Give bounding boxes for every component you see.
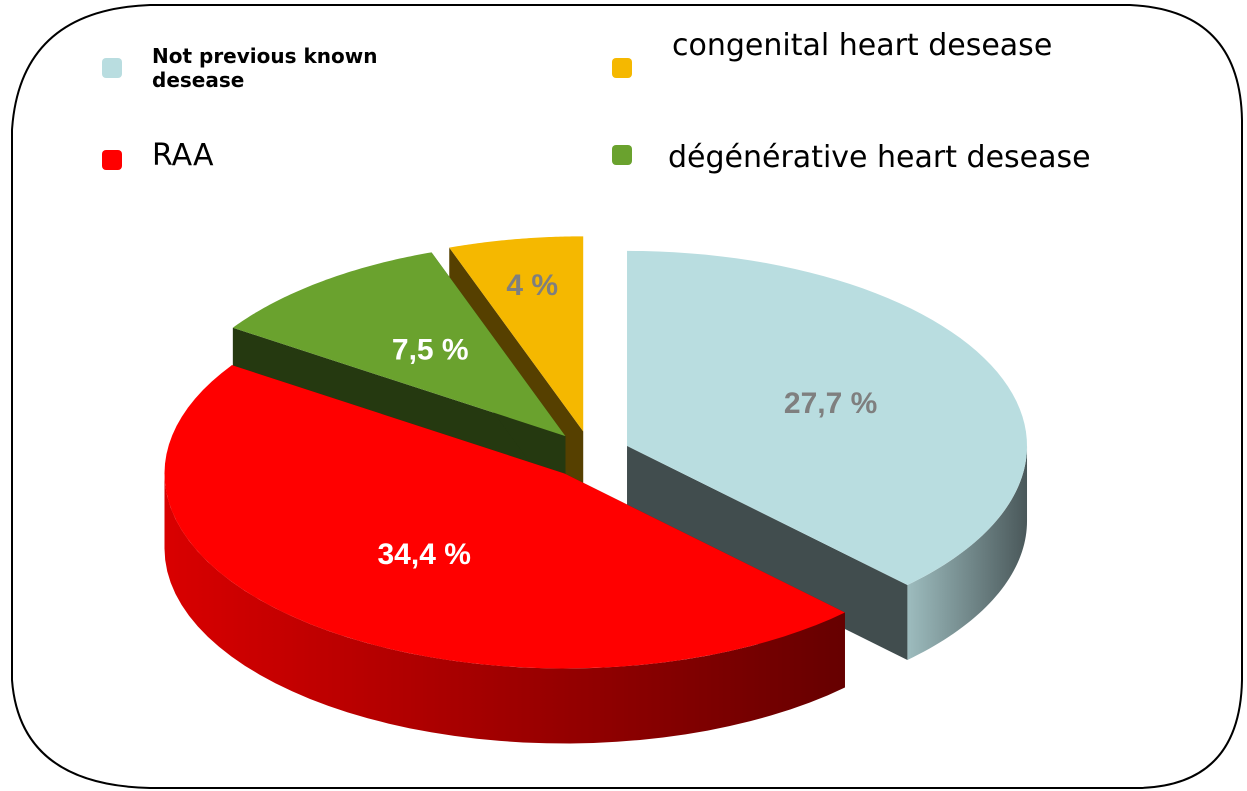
- slice-side: [627, 445, 908, 660]
- slice-side: [907, 445, 1028, 660]
- data-label: 4 %: [506, 269, 558, 302]
- frame: [11, 4, 1243, 789]
- slice: [232, 252, 566, 437]
- legend-label: RAA: [152, 138, 214, 173]
- slice: [449, 236, 584, 432]
- legend-swatch: [102, 150, 122, 170]
- slice: [164, 365, 845, 669]
- legend-swatch: [612, 145, 632, 165]
- data-label: 27,7 %: [784, 387, 877, 420]
- slice: [627, 250, 1028, 585]
- legend-label: dégénérative heart desease: [668, 140, 1091, 175]
- legend-swatch: [612, 58, 632, 78]
- data-label: 34,4 %: [377, 538, 470, 571]
- legend-swatch: [102, 58, 122, 78]
- legend-label: Not previous known desease: [152, 44, 378, 92]
- pie: 27,7 % 34,4 % 7,5 % 4 %: [164, 236, 1028, 744]
- data-label: 7,5 %: [392, 333, 469, 366]
- slice-side: [164, 473, 845, 744]
- legend-label: congenital heart desease: [672, 28, 1053, 63]
